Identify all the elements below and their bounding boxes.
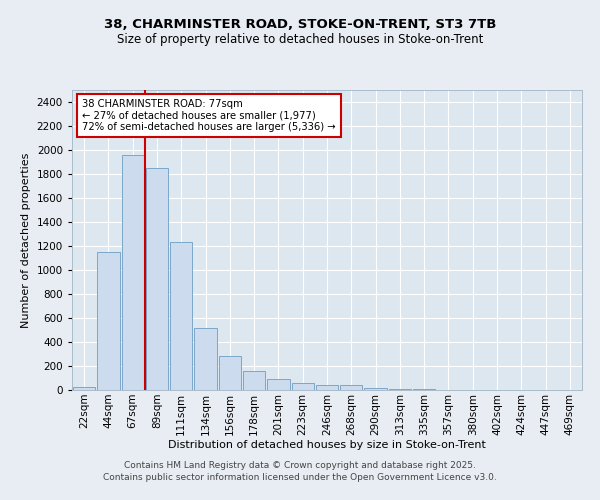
Bar <box>364 388 387 390</box>
Bar <box>146 168 168 390</box>
Bar <box>243 372 265 390</box>
Bar <box>218 356 241 390</box>
Y-axis label: Number of detached properties: Number of detached properties <box>21 152 31 328</box>
Bar <box>267 379 290 390</box>
Bar <box>170 242 193 390</box>
Bar <box>194 328 217 390</box>
Bar <box>292 384 314 390</box>
Bar <box>97 252 119 390</box>
Text: 38, CHARMINSTER ROAD, STOKE-ON-TRENT, ST3 7TB: 38, CHARMINSTER ROAD, STOKE-ON-TRENT, ST… <box>104 18 496 30</box>
Text: Size of property relative to detached houses in Stoke-on-Trent: Size of property relative to detached ho… <box>117 32 483 46</box>
Bar <box>316 384 338 390</box>
Text: Contains HM Land Registry data © Crown copyright and database right 2025.
Contai: Contains HM Land Registry data © Crown c… <box>103 461 497 482</box>
Bar <box>340 385 362 390</box>
Bar <box>389 389 411 390</box>
Bar <box>122 155 144 390</box>
Bar <box>73 387 95 390</box>
X-axis label: Distribution of detached houses by size in Stoke-on-Trent: Distribution of detached houses by size … <box>168 440 486 450</box>
Text: 38 CHARMINSTER ROAD: 77sqm
← 27% of detached houses are smaller (1,977)
72% of s: 38 CHARMINSTER ROAD: 77sqm ← 27% of deta… <box>82 99 336 132</box>
